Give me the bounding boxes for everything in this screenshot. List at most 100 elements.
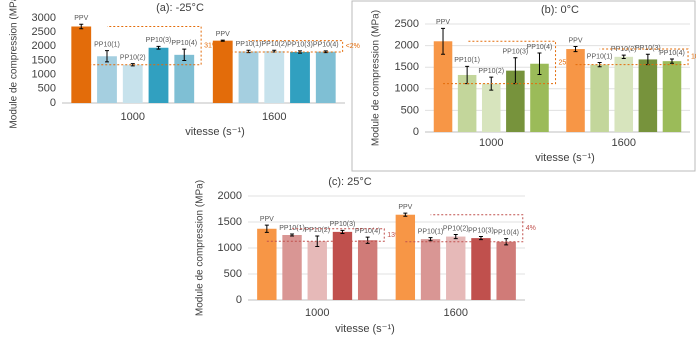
annotation: 13% [387,232,401,239]
bar [97,56,117,103]
bar-label: PP10(4) [527,44,553,51]
error-bar [621,54,626,60]
y-axis-label: Module de compression (MPa) [9,0,20,129]
y-tick-label: 500 [38,83,56,95]
error-bar [428,237,433,242]
error-bar [315,235,320,247]
chart-title: (a): -25°C [156,2,204,14]
x-tick-label: 1000 [121,111,145,123]
y-tick-label: 2000 [218,190,242,202]
bar-label: PP10(2) [478,68,504,75]
bar [530,63,549,132]
annotation-bracket [81,26,202,66]
x-axis-label: vitesse (s⁻¹) [535,152,595,164]
y-tick-label: 2000 [32,40,56,52]
bar [590,64,609,132]
bar-label: PP10(1) [587,53,613,60]
annotation: <2% [346,43,360,50]
bar-label: PP10(3) [503,49,529,56]
y-tick-label: 1000 [395,83,419,95]
y-axis-label: Module de compression (MPa) [195,180,206,316]
bar [238,51,259,103]
bar-label: PPV [436,19,450,26]
y-tick-label: 500 [224,268,242,280]
x-tick-label: 1600 [444,307,468,319]
bar-label: PP10(3) [330,221,356,228]
bar [471,238,491,300]
bar [71,26,92,103]
bar-label: PP10(2) [304,227,330,234]
y-tick-label: 1500 [32,54,56,66]
y-tick-label: 1500 [218,216,242,228]
bar-label: PPV [260,216,274,223]
bar [662,61,682,132]
bar [264,51,285,103]
bar [481,83,501,132]
error-bar [669,58,674,64]
annotation-bracket [222,40,344,53]
bar [332,231,353,300]
bar [122,64,143,103]
bar [395,214,416,300]
y-tick-label: 500 [401,104,419,116]
x-tick-label: 1000 [305,307,329,319]
bar-label: PP10(4) [493,229,519,236]
error-bar [403,212,408,217]
bar-label: PP10(3) [146,37,172,44]
y-tick-label: 3000 [32,12,56,24]
bar-label: PP10(1) [454,57,480,64]
bar-label: PP10(4) [313,42,339,49]
annotation-bracket [575,48,689,66]
bar [638,59,658,133]
y-tick-label: 0 [413,126,419,138]
bar-label: PPV [398,204,412,211]
y-tick-label: 2500 [395,18,419,30]
bar-label: PP10(1) [418,228,444,235]
x-tick-label: 1600 [612,137,636,149]
bar [433,41,453,132]
error-bar [79,23,84,30]
error-bar [220,39,225,42]
y-axis-label: Module de compression (MPa) [371,10,382,146]
chart-title: (b): 0°C [541,4,579,16]
bar-label: PP10(2) [443,225,469,232]
bar [315,51,336,103]
panel-border [351,0,696,172]
error-bar [340,229,345,234]
bar-label: PP10(3) [287,42,313,49]
bar [174,54,195,103]
bar-label: PP10(2) [261,41,287,48]
y-tick-label: 0 [50,97,56,109]
error-bar [365,236,370,244]
error-bar [130,63,135,67]
bar-label: PP10(4) [659,50,685,57]
bar [307,241,327,300]
bar [420,239,441,300]
bar [566,49,585,132]
bar-label: PPV [569,37,583,44]
bar [357,240,378,300]
error-bar [156,45,161,50]
annotation: 31% [204,42,218,49]
annotation: 25% [559,59,573,66]
error-bar [104,50,109,63]
error-bar [478,236,483,241]
bar-label: PP10(1) [279,225,305,232]
error-bar [441,27,446,55]
bar-label: PP10(3) [468,227,494,234]
bar [446,236,466,300]
bar [282,235,302,300]
error-bar [453,233,458,240]
bar-label: PP10(4) [171,40,197,47]
x-tick-label: 1600 [262,111,286,123]
bar-label: PP10(4) [355,228,381,235]
annotation-bracket [443,40,557,85]
error-bar [290,233,295,237]
bar [506,70,525,132]
error-bar [537,52,542,76]
bar-label: PP10(1) [236,41,262,48]
annotation: 10% [691,54,696,61]
x-axis-label: vitesse (s⁻¹) [185,126,245,138]
bar [614,56,634,132]
